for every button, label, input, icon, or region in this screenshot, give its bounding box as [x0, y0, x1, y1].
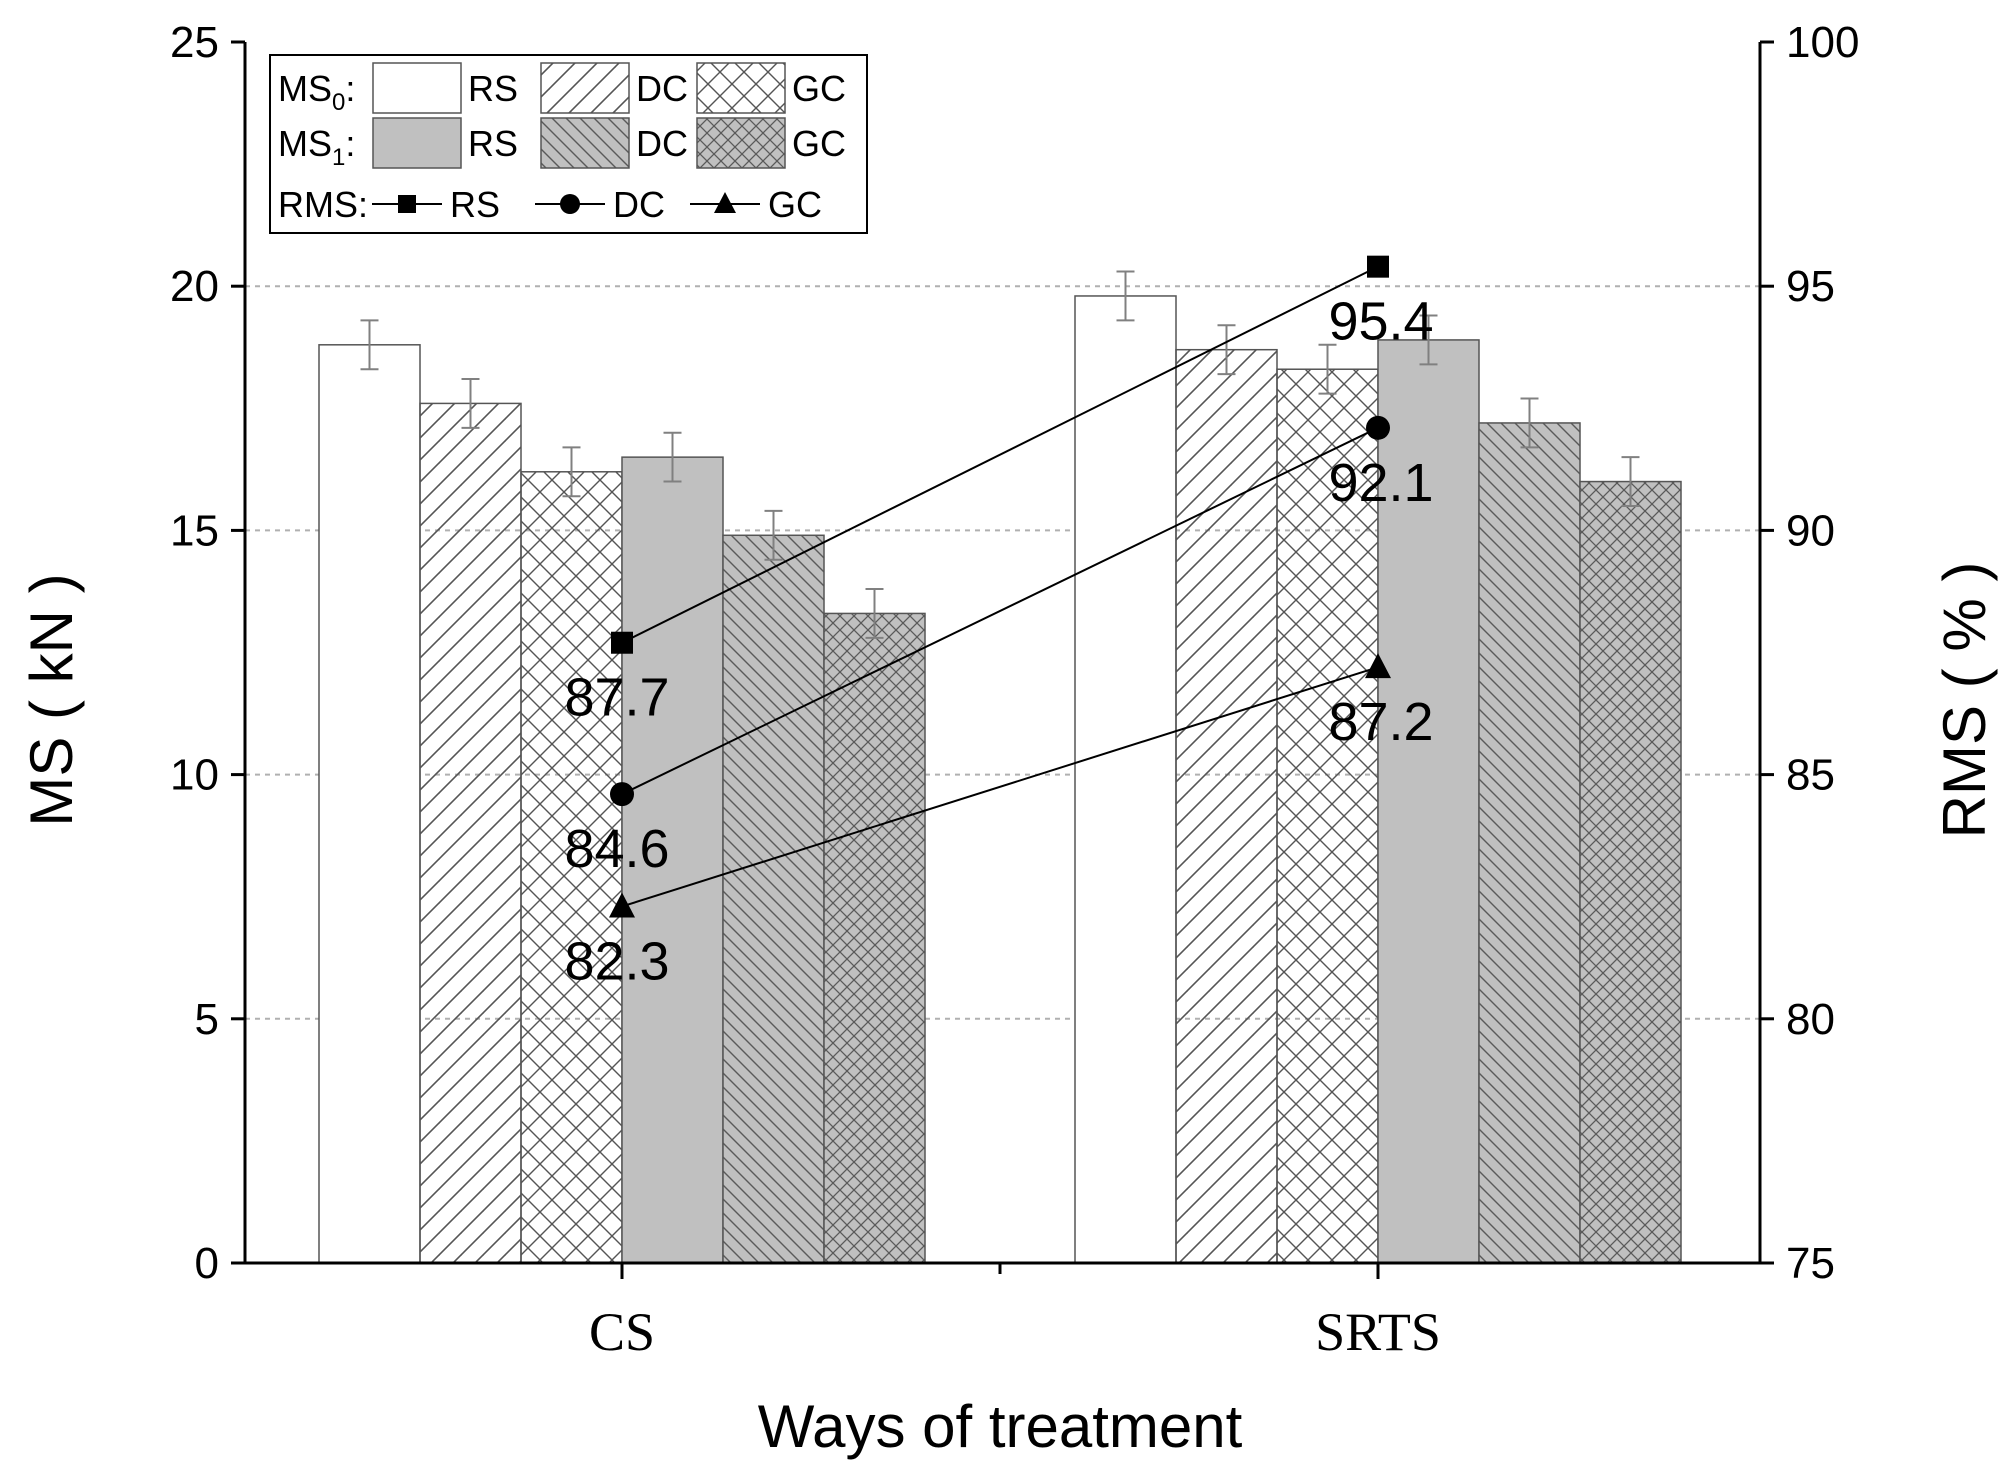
square-marker: [611, 631, 633, 654]
data-label: 95.4: [1328, 292, 1433, 352]
y2-tick-label: 85: [1786, 751, 1835, 800]
bar: [1175, 348, 1278, 1264]
tick-layer: 0 5 10 15 20 25 75 80 85 90 95 100 CS SRTS: [170, 18, 1859, 1362]
legend-row-label: RMS:: [278, 184, 368, 225]
legend-item-label: RS: [468, 123, 518, 164]
legend-swatch: [540, 62, 630, 114]
legend-row-label: MS1:: [278, 123, 355, 171]
legend: MS0: RS DC GC MS1: RS DC GC RMS: RS DC GC: [269, 54, 868, 234]
x-tick-label: SRTS: [1315, 1302, 1441, 1362]
bar: [722, 534, 825, 1264]
y2-tick-label: 90: [1786, 506, 1835, 555]
rms-line-layer: 87.7 95.4 84.6 92.1 82.3 87.2: [564, 255, 1434, 991]
data-label: 87.2: [1328, 692, 1433, 752]
y2-tick-label: 80: [1786, 995, 1835, 1044]
data-label: 84.6: [564, 819, 669, 879]
y-tick-label: 5: [195, 995, 219, 1044]
legend-swatch: [540, 117, 630, 169]
axes: [243, 42, 1762, 1265]
y2-tick-label: 95: [1786, 262, 1835, 311]
legend-item-label: DC: [636, 68, 688, 109]
bar: [1478, 422, 1581, 1264]
circle-marker: [1366, 415, 1390, 440]
legend-swatch: [372, 117, 462, 169]
legend-item-label: DC: [613, 184, 665, 225]
y2-tick-label: 100: [1786, 18, 1859, 67]
bar: [520, 471, 623, 1264]
rms-line: [621, 666, 1379, 908]
legend-item-label: DC: [636, 123, 688, 164]
bar: [823, 612, 926, 1264]
bar-layer: [318, 295, 1682, 1264]
error-bar-layer: [360, 270, 1640, 639]
bar: [1579, 480, 1682, 1264]
legend-item-label: GC: [768, 184, 822, 225]
bar: [1377, 339, 1480, 1264]
y2-axis-title: RMS ( % ): [1931, 562, 1998, 839]
legend-item-label: RS: [468, 68, 518, 109]
bar: [419, 402, 522, 1264]
y-tick-label: 15: [170, 506, 219, 555]
data-label: 92.1: [1328, 453, 1433, 513]
triangle-marker: [714, 192, 736, 213]
legend-row-label: MS0:: [278, 68, 355, 116]
square-marker: [398, 195, 416, 213]
legend-item-label: RS: [450, 184, 500, 225]
bar: [318, 344, 421, 1264]
data-label: 82.3: [564, 931, 669, 991]
circle-marker: [610, 782, 634, 807]
y-axis-title: MS ( kN ): [18, 573, 85, 826]
legend-swatch: [372, 62, 462, 114]
legend-item-label: GC: [792, 123, 846, 164]
data-label: 87.7: [564, 668, 669, 728]
rms-line: [621, 265, 1379, 644]
legend-swatch: [696, 62, 786, 114]
bar: [621, 456, 724, 1264]
x-axis-title: Ways of treatment: [758, 1393, 1243, 1460]
y-tick-label: 20: [170, 262, 219, 311]
rms-line: [621, 426, 1379, 796]
legend-item-label: GC: [792, 68, 846, 109]
x-tick-label: CS: [589, 1302, 655, 1362]
y2-tick-label: 75: [1786, 1239, 1835, 1288]
legend-swatch: [696, 117, 786, 169]
y-tick-label: 0: [195, 1239, 219, 1288]
square-marker: [1367, 255, 1389, 278]
triangle-marker: [1365, 653, 1391, 679]
y-tick-label: 10: [170, 751, 219, 800]
bar: [1074, 295, 1177, 1264]
y-tick-label: 25: [170, 18, 219, 67]
circle-marker: [560, 194, 580, 214]
triangle-marker: [609, 892, 635, 918]
